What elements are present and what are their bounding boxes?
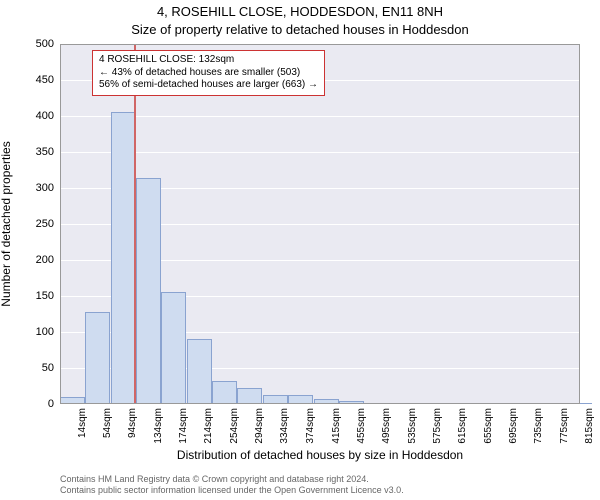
x-tick-label: 334sqm	[279, 408, 290, 444]
x-tick-label: 14sqm	[77, 408, 88, 438]
y-tick-label: 200	[14, 254, 54, 266]
x-tick-label: 615sqm	[457, 408, 468, 444]
y-tick-label: 50	[14, 362, 54, 374]
x-tick-label: 415sqm	[331, 408, 342, 444]
histogram-bar	[491, 403, 516, 404]
histogram-bar	[339, 401, 364, 404]
annotation-line2: ← 43% of detached houses are smaller (50…	[99, 67, 318, 80]
y-tick-label: 150	[14, 290, 54, 302]
page-title-2: Size of property relative to detached ho…	[0, 22, 600, 37]
x-tick-label: 815sqm	[584, 408, 595, 444]
chart-marker-line	[134, 44, 136, 404]
annotation-line1: 4 ROSEHILL CLOSE: 132sqm	[99, 54, 318, 67]
histogram-bar	[390, 403, 415, 404]
x-tick-label: 775sqm	[559, 408, 570, 444]
histogram-bar	[415, 403, 440, 404]
x-tick-label: 495sqm	[381, 408, 392, 444]
x-tick-label: 94sqm	[127, 408, 138, 438]
histogram-bar	[542, 403, 567, 404]
footer-line1: Contains HM Land Registry data © Crown c…	[60, 474, 369, 484]
chart-plot-area: 4 ROSEHILL CLOSE: 132sqm ← 43% of detach…	[60, 44, 580, 404]
y-tick-label: 0	[14, 398, 54, 410]
y-tick-label: 450	[14, 74, 54, 86]
histogram-bar	[237, 388, 262, 404]
histogram-bar	[441, 403, 466, 404]
histogram-bar	[466, 403, 491, 404]
x-tick-label: 254sqm	[229, 408, 240, 444]
y-tick-label: 500	[14, 38, 54, 50]
histogram-bar	[365, 403, 390, 404]
x-tick-label: 134sqm	[153, 408, 164, 444]
x-tick-label: 294sqm	[254, 408, 265, 444]
histogram-bar	[212, 381, 237, 404]
y-tick-label: 300	[14, 182, 54, 194]
histogram-bar	[314, 399, 339, 404]
histogram-bar	[567, 403, 592, 404]
y-axis-label: Number of detached properties	[0, 141, 13, 306]
annotation-line3: 56% of semi-detached houses are larger (…	[99, 79, 318, 92]
y-tick-label: 250	[14, 218, 54, 230]
histogram-bar	[288, 395, 313, 404]
x-tick-label: 575sqm	[432, 408, 443, 444]
histogram-bar	[161, 292, 186, 404]
x-tick-label: 374sqm	[305, 408, 316, 444]
x-axis-label: Distribution of detached houses by size …	[60, 448, 580, 462]
histogram-bar	[60, 397, 85, 404]
x-tick-label: 695sqm	[508, 408, 519, 444]
x-tick-label: 455sqm	[356, 408, 367, 444]
x-tick-label: 54sqm	[102, 408, 113, 438]
chart-bars	[60, 44, 580, 404]
histogram-bar	[85, 312, 110, 404]
x-tick-label: 535sqm	[407, 408, 418, 444]
y-tick-label: 100	[14, 326, 54, 338]
gridline	[60, 404, 580, 405]
chart-annotation-box: 4 ROSEHILL CLOSE: 132sqm ← 43% of detach…	[92, 50, 325, 96]
histogram-bar	[517, 403, 542, 404]
y-tick-label: 350	[14, 146, 54, 158]
histogram-bar	[263, 395, 288, 404]
x-tick-label: 174sqm	[178, 408, 189, 444]
x-tick-label: 735sqm	[533, 408, 544, 444]
y-tick-label: 400	[14, 110, 54, 122]
histogram-bar	[111, 112, 136, 404]
histogram-bar	[187, 339, 212, 404]
x-tick-label: 214sqm	[203, 408, 214, 444]
page-title-1: 4, ROSEHILL CLOSE, HODDESDON, EN11 8NH	[0, 4, 600, 19]
histogram-bar	[136, 178, 161, 404]
x-tick-label: 655sqm	[483, 408, 494, 444]
footer-line2: Contains public sector information licen…	[60, 485, 404, 495]
